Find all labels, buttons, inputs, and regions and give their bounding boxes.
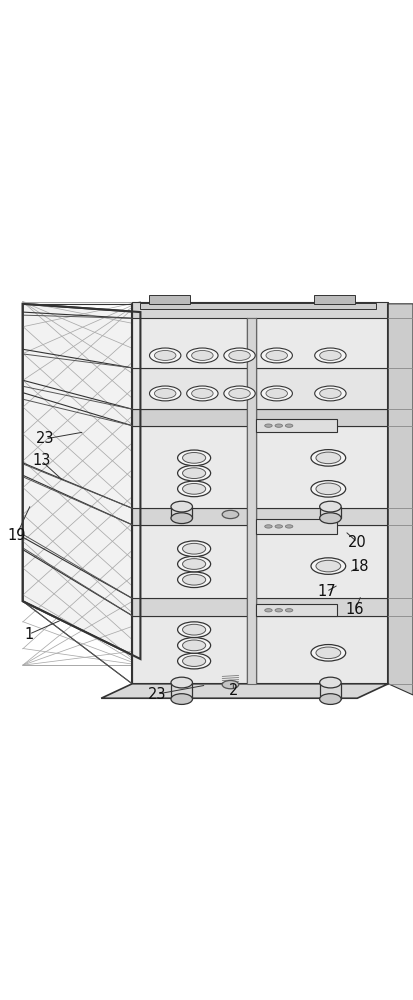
Ellipse shape: [316, 483, 341, 495]
Ellipse shape: [229, 388, 250, 398]
Ellipse shape: [320, 501, 341, 512]
FancyBboxPatch shape: [320, 683, 341, 699]
Ellipse shape: [150, 386, 181, 401]
FancyBboxPatch shape: [171, 507, 192, 518]
Ellipse shape: [315, 386, 346, 401]
Ellipse shape: [266, 388, 287, 398]
Text: 17: 17: [317, 584, 336, 599]
Ellipse shape: [192, 350, 213, 360]
Text: 19: 19: [7, 528, 26, 543]
FancyBboxPatch shape: [320, 507, 341, 518]
Ellipse shape: [229, 350, 250, 360]
Ellipse shape: [224, 386, 255, 401]
FancyBboxPatch shape: [132, 304, 388, 368]
FancyBboxPatch shape: [171, 683, 192, 699]
Ellipse shape: [261, 386, 292, 401]
Ellipse shape: [285, 609, 293, 612]
Text: 2: 2: [229, 683, 238, 698]
Ellipse shape: [183, 543, 206, 554]
FancyBboxPatch shape: [132, 368, 388, 409]
Ellipse shape: [192, 388, 213, 398]
Ellipse shape: [285, 525, 293, 528]
FancyBboxPatch shape: [132, 426, 388, 508]
Ellipse shape: [183, 483, 206, 494]
Ellipse shape: [265, 525, 272, 528]
Ellipse shape: [183, 624, 206, 635]
Ellipse shape: [178, 653, 211, 669]
Ellipse shape: [183, 453, 206, 463]
Ellipse shape: [275, 609, 282, 612]
Ellipse shape: [178, 465, 211, 481]
Text: 13: 13: [32, 453, 50, 468]
Ellipse shape: [222, 680, 239, 689]
FancyBboxPatch shape: [132, 525, 388, 598]
Ellipse shape: [183, 574, 206, 585]
FancyBboxPatch shape: [132, 302, 388, 318]
Ellipse shape: [183, 640, 206, 651]
Ellipse shape: [320, 350, 341, 360]
Ellipse shape: [224, 348, 255, 363]
Polygon shape: [101, 684, 388, 698]
Ellipse shape: [171, 513, 192, 524]
Text: 23: 23: [148, 687, 166, 702]
Ellipse shape: [178, 481, 211, 497]
Ellipse shape: [178, 622, 211, 638]
Ellipse shape: [187, 386, 218, 401]
Ellipse shape: [311, 645, 346, 661]
FancyBboxPatch shape: [256, 419, 337, 432]
Ellipse shape: [178, 572, 211, 588]
Ellipse shape: [178, 450, 211, 466]
FancyBboxPatch shape: [132, 409, 388, 426]
Ellipse shape: [183, 559, 206, 569]
Ellipse shape: [171, 677, 192, 688]
Ellipse shape: [154, 388, 176, 398]
Ellipse shape: [285, 424, 293, 427]
Text: 18: 18: [350, 559, 368, 574]
FancyBboxPatch shape: [149, 295, 190, 304]
Ellipse shape: [171, 694, 192, 704]
Ellipse shape: [275, 525, 282, 528]
Ellipse shape: [178, 638, 211, 653]
Text: 20: 20: [348, 535, 367, 550]
Ellipse shape: [311, 558, 346, 574]
Ellipse shape: [320, 694, 341, 704]
FancyBboxPatch shape: [256, 519, 337, 534]
Ellipse shape: [222, 510, 239, 519]
Ellipse shape: [187, 348, 218, 363]
FancyBboxPatch shape: [256, 604, 337, 616]
Ellipse shape: [320, 388, 341, 398]
Ellipse shape: [171, 501, 192, 512]
Ellipse shape: [178, 541, 211, 557]
Polygon shape: [23, 304, 140, 659]
Ellipse shape: [265, 609, 272, 612]
Ellipse shape: [150, 348, 181, 363]
Ellipse shape: [154, 350, 176, 360]
Ellipse shape: [320, 677, 341, 688]
Polygon shape: [388, 304, 413, 695]
Ellipse shape: [183, 656, 206, 666]
FancyBboxPatch shape: [140, 303, 376, 309]
Ellipse shape: [311, 450, 346, 466]
FancyBboxPatch shape: [247, 318, 256, 684]
Text: 16: 16: [346, 602, 364, 617]
FancyBboxPatch shape: [314, 295, 355, 304]
Ellipse shape: [316, 560, 341, 572]
Ellipse shape: [275, 424, 282, 427]
Ellipse shape: [261, 348, 292, 363]
Text: 1: 1: [24, 627, 33, 642]
Ellipse shape: [265, 424, 272, 427]
Ellipse shape: [316, 647, 341, 659]
Ellipse shape: [178, 556, 211, 572]
Ellipse shape: [320, 513, 341, 524]
Ellipse shape: [183, 468, 206, 479]
Ellipse shape: [311, 481, 346, 497]
FancyBboxPatch shape: [132, 508, 388, 525]
Ellipse shape: [316, 452, 341, 464]
Ellipse shape: [266, 350, 287, 360]
Ellipse shape: [315, 348, 346, 363]
Text: 23: 23: [36, 431, 55, 446]
FancyBboxPatch shape: [132, 616, 388, 684]
FancyBboxPatch shape: [132, 598, 388, 616]
